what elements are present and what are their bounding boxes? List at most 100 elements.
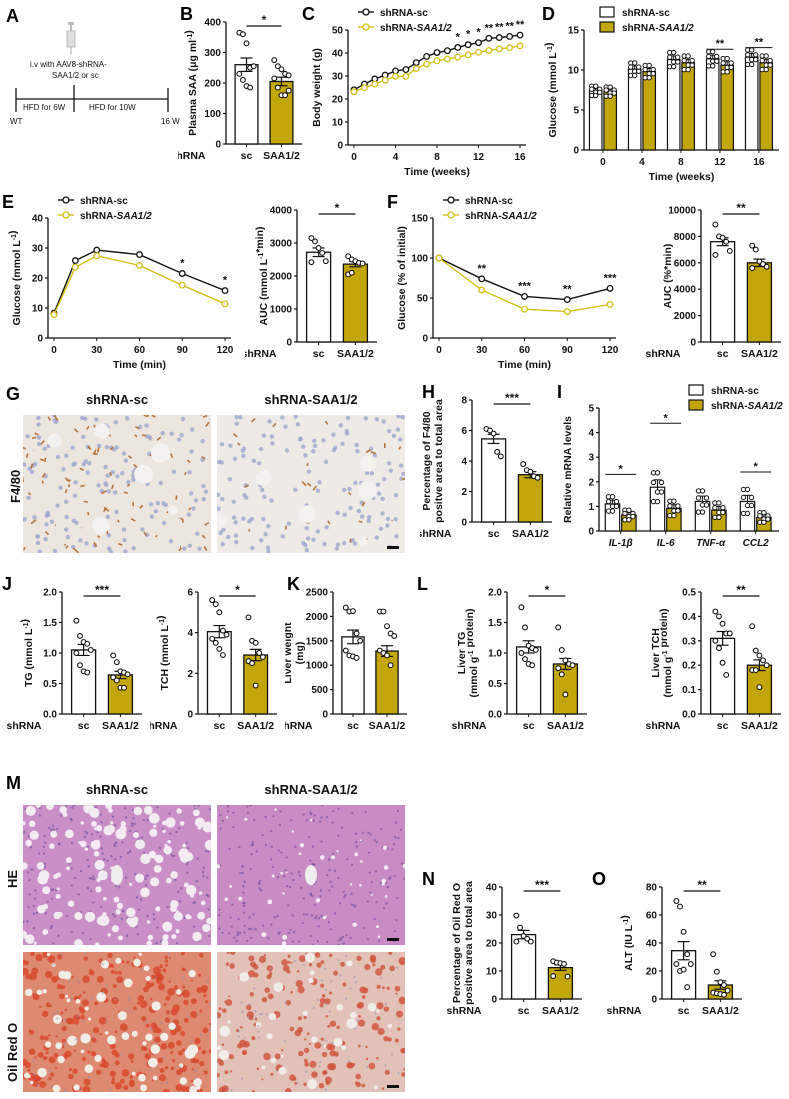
data-point bbox=[219, 627, 226, 634]
data-point bbox=[285, 72, 292, 79]
x-axis-prefix: shRNA bbox=[446, 1005, 481, 1017]
x-tick-label: 12 bbox=[714, 157, 726, 168]
bar-SAA1/2 bbox=[107, 674, 134, 715]
y-tick-label: 200 bbox=[204, 79, 221, 90]
y-tick-label: 40 bbox=[486, 883, 498, 894]
data-point bbox=[384, 652, 390, 659]
y-tick-label: 10 bbox=[32, 304, 44, 315]
data-point bbox=[716, 613, 722, 620]
bar-SAA1/2 bbox=[375, 650, 399, 715]
data-point bbox=[752, 246, 759, 253]
bar-sc bbox=[709, 637, 736, 715]
data-point bbox=[712, 608, 719, 615]
panel-label-j: J bbox=[2, 574, 13, 594]
x-tick-label: 8 bbox=[434, 152, 440, 163]
x-tick-label: 4 bbox=[393, 152, 399, 163]
bar-4-0 bbox=[627, 68, 642, 151]
data-point bbox=[308, 235, 315, 241]
chart-K: 0 500 1000 1500 2000 2500 sc SAA1/2 shRNA Liver w… bbox=[277, 588, 407, 732]
data-point bbox=[712, 221, 719, 228]
data-point bbox=[721, 982, 727, 988]
panel-label-n: N bbox=[422, 869, 435, 889]
y-tick-label: 0 bbox=[588, 527, 594, 538]
significance-marker: *** bbox=[604, 272, 618, 284]
panel-label-k: K bbox=[287, 574, 300, 594]
y-tick-label: 30 bbox=[486, 911, 498, 922]
data-point bbox=[209, 635, 216, 642]
data-point bbox=[113, 677, 120, 684]
x-tick-label: sc bbox=[241, 150, 253, 162]
data-point bbox=[315, 244, 322, 251]
y-tick-label: 1.5 bbox=[43, 618, 57, 629]
panel-l-liver-tg: 0.0 0.5 1.0 1.5 2.0 sc SAA1/2 shRNA * Liver TG (mm… bbox=[415, 570, 595, 750]
y-tick-label: 30 bbox=[332, 72, 344, 83]
data-point bbox=[494, 448, 501, 455]
panel-label-b: B bbox=[180, 4, 193, 24]
data-point bbox=[87, 646, 94, 653]
significance-marker: *** bbox=[505, 391, 519, 405]
data-point bbox=[712, 251, 719, 258]
y-tick-label: 10 bbox=[332, 118, 344, 129]
panel-a-timeline: A i.v with AAV8-shRNA- SAA1/2 or sc HFD … bbox=[0, 0, 180, 130]
x-tick-label: SAA1/2 bbox=[512, 528, 549, 540]
histo-m-he-saa bbox=[217, 805, 405, 945]
y-axis-label: Glucose (mmol L-1) bbox=[543, 43, 559, 138]
data-point bbox=[219, 652, 226, 658]
y-tick-label: 40 bbox=[646, 939, 658, 950]
data-point bbox=[520, 461, 527, 468]
legend-entry: shRNA-SAA1/2 bbox=[465, 211, 537, 222]
panel-j-tg: 0.0 0.5 1.0 1.5 2.0 sc SAA1/2 shRNA *** TG (mmol … bbox=[0, 570, 150, 750]
panel-c-body-weight: 0 10 20 30 40 50 0 4 8 12 16 * * * ** ** ** ** Time (weeks… bbox=[300, 0, 540, 185]
histo-g-col1-title: shRNA-sc bbox=[85, 392, 149, 407]
chart-L_TCH: 0.0 0.1 0.2 0.3 0.4 0.5 sc SAA1/2 shRNA ** Liver T… bbox=[645, 583, 781, 732]
panel-m-he-oilredo: M shRNA-sc shRNA-SAA1/2 HE Oil Red O bbox=[0, 770, 420, 1099]
y-tick-label: 5 bbox=[573, 106, 579, 117]
y-tick-label: 80 bbox=[646, 883, 658, 894]
data-point bbox=[387, 662, 394, 669]
data-point bbox=[84, 669, 91, 676]
x-axis-prefix: shRNA bbox=[150, 720, 178, 732]
data-point bbox=[236, 70, 243, 77]
data-point bbox=[713, 968, 720, 975]
y-axis-label: ALT (IU L-1) bbox=[619, 915, 635, 971]
data-point bbox=[216, 609, 223, 616]
y-tick-label: 0.2 bbox=[682, 661, 696, 672]
legend-entry: shRNA-sc bbox=[622, 8, 670, 19]
panel-g-f480-histology: G shRNA-sc shRNA-SAA1/2 F4/80 bbox=[0, 378, 420, 553]
data-point bbox=[216, 645, 223, 652]
chart-I: 0 1 2 3 4 5 IL-1β * IL-6 * TNF-α CCL2 * Relative mRNA… bbox=[562, 384, 783, 549]
significance-marker: ** bbox=[485, 22, 494, 34]
y-tick-label: 1000 bbox=[306, 661, 329, 672]
data-point bbox=[308, 259, 315, 266]
histo-m-he-sc bbox=[23, 805, 211, 945]
y-tick-label: 0 bbox=[286, 338, 292, 349]
y-tick-label: 8000 bbox=[674, 232, 697, 243]
data-point bbox=[256, 650, 263, 656]
significance-marker: * bbox=[545, 583, 550, 597]
y-axis-label: positve area to total area bbox=[463, 881, 475, 1005]
f480-sc-texture bbox=[23, 415, 210, 553]
y-tick-label: 2.0 bbox=[43, 588, 57, 599]
significance-marker: *** bbox=[518, 280, 532, 292]
bar-0-0 bbox=[588, 90, 603, 151]
histo-m-col2-title: shRNA-SAA1/2 bbox=[264, 782, 358, 797]
chart-J_TCH: 0 2 4 6 sc SAA1/2 shRNA * TCH (mmol L-1) bbox=[142, 583, 277, 732]
y-tick-label: 0.3 bbox=[682, 636, 696, 647]
y-tick-label: 4 bbox=[187, 628, 193, 639]
data-point bbox=[719, 620, 726, 627]
x-tick-label: 16 bbox=[514, 152, 526, 163]
y-tick-label: 4000 bbox=[674, 285, 697, 296]
histo-g-col2-title: shRNA-SAA1/2 bbox=[264, 392, 358, 407]
significance-marker: *** bbox=[95, 583, 109, 597]
data-point bbox=[673, 898, 680, 904]
bar-SAA1/2 bbox=[552, 663, 579, 715]
y-tick-label: 0.0 bbox=[488, 710, 502, 721]
data-point bbox=[259, 654, 266, 661]
data-point bbox=[282, 92, 289, 99]
y-tick-label: 500 bbox=[311, 685, 328, 696]
x-axis-prefix: shRNA bbox=[178, 150, 206, 162]
data-point bbox=[247, 84, 254, 91]
x-tick-label: sc bbox=[717, 348, 729, 360]
data-point bbox=[353, 654, 360, 661]
significance-marker: ** bbox=[755, 37, 764, 49]
